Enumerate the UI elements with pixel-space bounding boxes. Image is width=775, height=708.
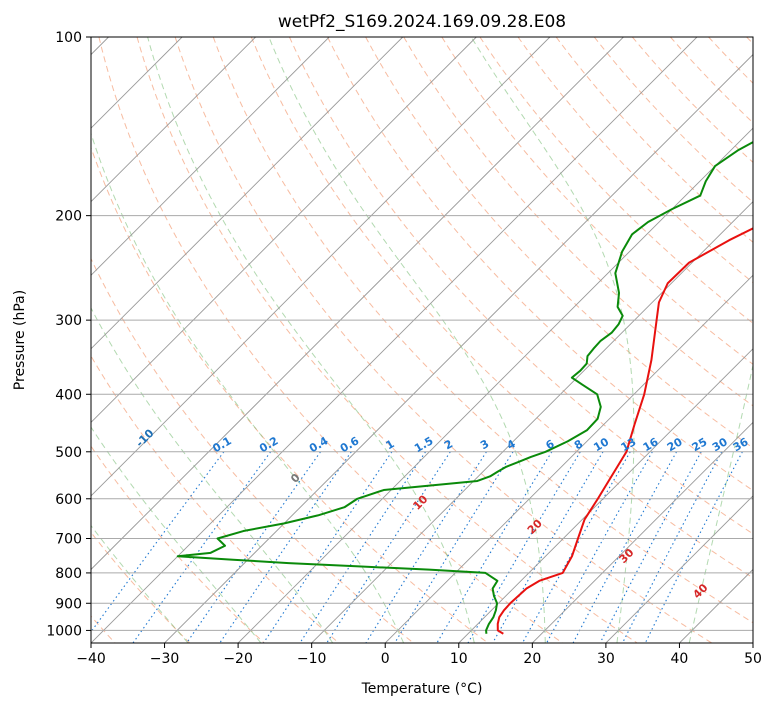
dry-adiabat-line [91,445,265,643]
y-tick-label: 900 [55,596,82,612]
dry-adiabat-line [212,37,753,624]
pressure-gridlines [91,37,753,631]
dewpoint-profile [176,141,753,634]
y-tick-label: 600 [55,492,82,508]
mixing-ratio-line [599,451,702,643]
dry-adiabat-line [91,355,340,643]
moist-adiabat-line [91,426,262,643]
isotherm-line [311,201,753,643]
mixing-ratio-line [219,451,352,643]
plot-area: 0.10.20.40.611.52346810131620253036-100-… [91,37,753,643]
mixing-ratio-line [436,451,553,643]
dry-adiabat-line [98,37,563,643]
isotherm-line [458,348,753,643]
isotherm-line [91,37,551,497]
y-axis-label: Pressure (hPa) [12,290,28,390]
mixing-ratio-line [91,451,225,633]
x-tick-label: −40 [76,651,106,667]
y-axis: 100 200 300 400 500 600 700 800 900 1000 [46,30,91,639]
dry-adiabat-line [91,146,489,643]
mixing-ratio-line [365,451,487,643]
isotherm-line [91,37,698,643]
isotherm-line [164,53,753,643]
dry-adiabat-line [327,37,753,492]
mixing-ratio-line [521,451,631,643]
mixing-ratio-line [467,451,581,643]
y-tick-label: 400 [55,387,82,403]
x-tick-label: −20 [223,651,253,667]
isotherm-line [91,37,256,203]
dry-adiabat-line [441,37,753,365]
moist-adiabat-line [688,363,753,643]
x-axis: −40 −30 −20 −10 0 10 20 30 40 50 [76,643,762,667]
x-tick-label: −30 [150,651,180,667]
y-tick-label: 1000 [46,623,82,639]
moist-adiabat-line [91,524,189,643]
dry-adiabat-line [174,37,713,643]
chart-title: wetPf2_S169.2024.169.09.28.E08 [278,12,566,32]
x-tick-label: 30 [597,651,615,667]
x-tick-label: 0 [381,651,390,667]
profiles [176,141,753,635]
y-tick-label: 100 [55,30,82,46]
moist-adiabat-line [91,131,405,643]
temperature-profile [496,227,753,635]
dry-adiabat-line [403,37,753,407]
moist-adiabat-line [147,37,475,643]
x-tick-label: −10 [297,651,327,667]
y-tick-label: 800 [55,566,82,582]
mixing-ratio-line [572,451,678,643]
isotherm-line [532,421,753,643]
isotherm-line [91,37,404,350]
isotherm-line [237,127,753,643]
y-tick-label: 700 [55,532,82,548]
isotherm-line [605,495,753,643]
mixing-ratio-line [299,451,427,643]
isotherms [91,37,753,643]
plot-frame [90,36,754,644]
dry-adiabat-line [250,37,753,579]
isotherm-line [384,274,753,643]
x-tick-label: 10 [450,651,468,667]
mixing-ratio-line [622,451,723,643]
x-tick-label: 20 [523,651,541,667]
y-tick-label: 500 [55,445,82,461]
isotherm-line [91,37,330,276]
dry-adiabat-line [479,37,753,324]
isotherm-line [91,37,624,571]
isotherm-line [91,37,477,423]
x-tick-label: 40 [671,651,689,667]
mixing-ratio-line [546,451,653,643]
x-axis-label: Temperature (°C) [361,681,483,697]
x-tick-label: 50 [744,651,762,667]
y-tick-label: 300 [55,313,82,329]
moist-adiabat-line [91,306,334,643]
moist-adiabat-line [268,37,546,643]
dry-adiabat-line [136,37,638,643]
y-tick-label: 200 [55,209,82,225]
